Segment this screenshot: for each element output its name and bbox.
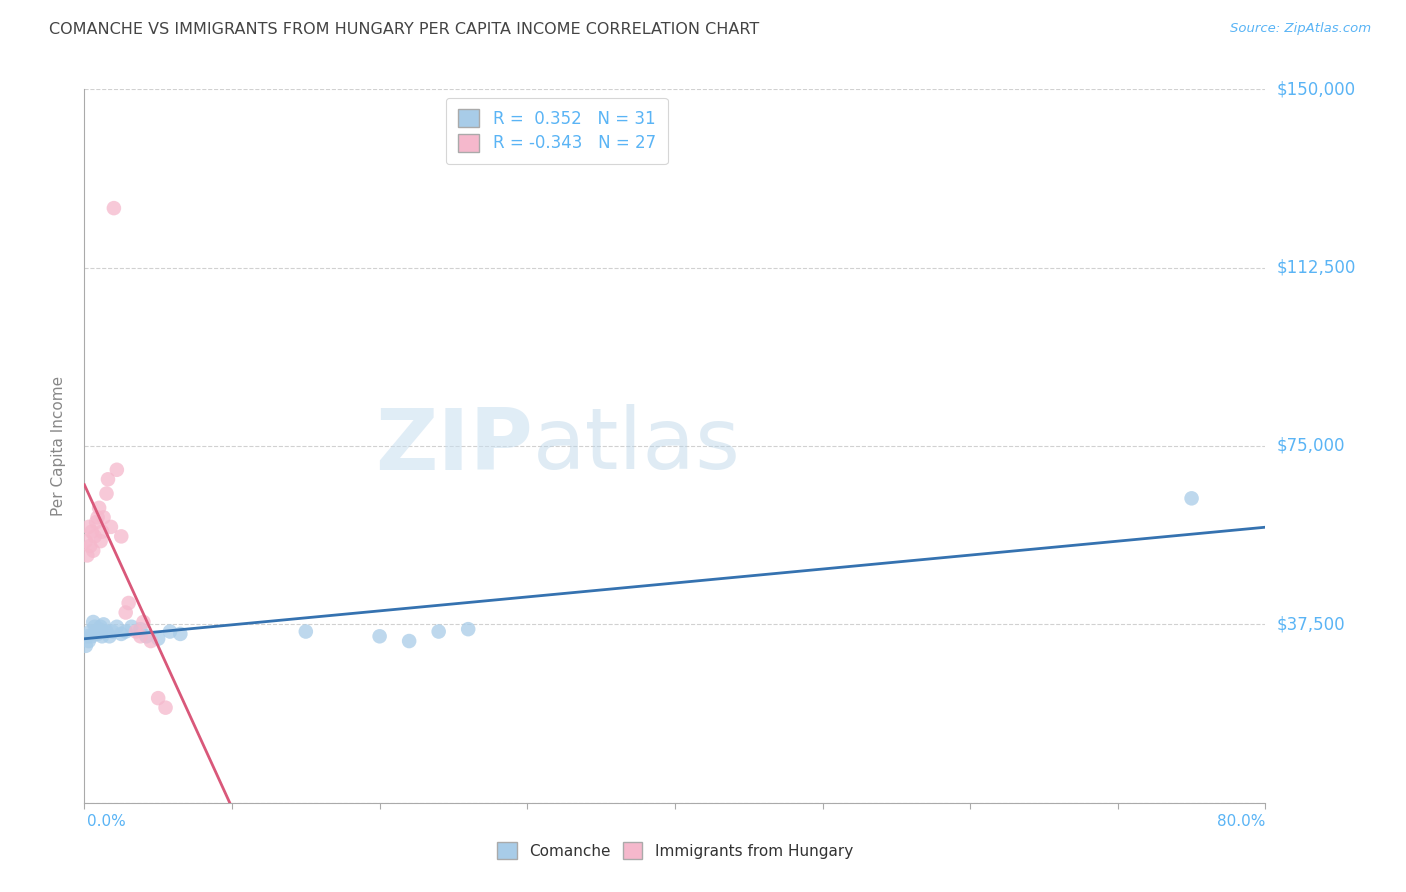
Point (87, 622, 111, 636)
Point (96, 624, 118, 639)
Point (135, 629, 157, 643)
Point (96, 486, 118, 500)
Point (80, 629, 103, 643)
Point (83, 620, 105, 634)
Point (159, 624, 181, 639)
Text: $150,000: $150,000 (1277, 80, 1355, 98)
Point (75, 639, 97, 653)
Point (93, 510, 115, 524)
Point (427, 624, 450, 639)
Point (169, 627, 191, 641)
Point (121, 620, 143, 634)
Point (79, 624, 101, 639)
Point (457, 622, 479, 636)
Point (90, 620, 112, 634)
Text: Source: ZipAtlas.com: Source: ZipAtlas.com (1230, 22, 1371, 36)
Point (114, 624, 136, 639)
Point (87, 500, 111, 515)
Text: $75,000: $75,000 (1277, 437, 1346, 455)
Point (93, 617, 115, 632)
Point (105, 463, 128, 477)
Point (79, 539, 101, 553)
Text: $37,500: $37,500 (1277, 615, 1346, 633)
Point (103, 201, 125, 215)
Point (75, 534, 97, 549)
Point (91, 629, 114, 643)
Text: atlas: atlas (533, 404, 741, 488)
Y-axis label: Per Capita Income: Per Capita Income (51, 376, 66, 516)
Point (76, 629, 98, 643)
Point (91, 524, 114, 539)
Point (148, 632, 170, 646)
Point (110, 529, 132, 543)
Text: 80.0%: 80.0% (1218, 814, 1265, 829)
Point (114, 606, 136, 620)
Text: ZIP: ZIP (375, 404, 533, 488)
Point (129, 629, 152, 643)
Point (295, 624, 318, 639)
Point (86, 510, 108, 524)
Point (148, 691, 170, 706)
Point (90, 534, 112, 549)
Point (110, 627, 132, 641)
Text: $112,500: $112,500 (1277, 259, 1355, 277)
Point (86, 627, 108, 641)
Point (77, 634, 100, 648)
Text: 0.0%: 0.0% (87, 814, 127, 829)
Point (77, 520, 100, 534)
Point (155, 700, 177, 714)
Point (84, 515, 107, 529)
Point (368, 629, 391, 643)
Point (125, 624, 148, 639)
Point (105, 620, 128, 634)
Point (98, 629, 121, 643)
Point (76, 549, 98, 563)
Point (101, 624, 124, 639)
Point (118, 596, 141, 610)
Text: COMANCHE VS IMMIGRANTS FROM HUNGARY PER CAPITA INCOME CORRELATION CHART: COMANCHE VS IMMIGRANTS FROM HUNGARY PER … (49, 22, 759, 37)
Point (139, 634, 162, 648)
Point (82, 543, 104, 558)
Point (82, 615, 104, 629)
Legend: Comanche, Immigrants from Hungary: Comanche, Immigrants from Hungary (489, 835, 860, 866)
Point (129, 622, 152, 636)
Point (1180, 491, 1202, 506)
Point (100, 520, 122, 534)
Point (132, 615, 155, 629)
Point (97, 472, 120, 486)
Point (83, 529, 105, 543)
Point (398, 634, 420, 648)
Point (80, 524, 103, 539)
Point (84, 624, 107, 639)
